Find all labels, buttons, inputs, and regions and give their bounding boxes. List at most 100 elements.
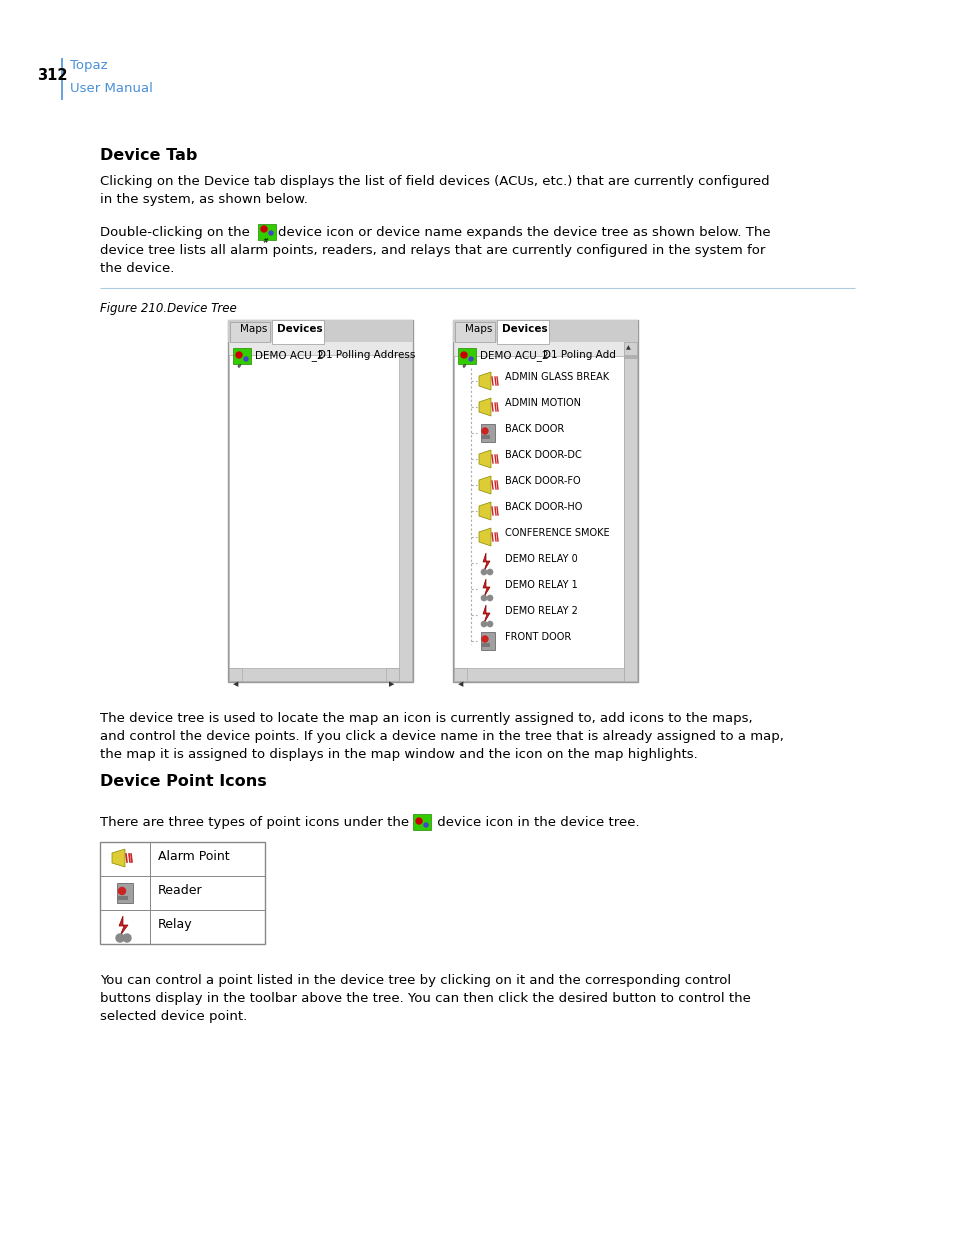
Text: ADMIN MOTION: ADMIN MOTION [504,398,580,408]
Polygon shape [482,553,490,571]
Circle shape [486,595,493,601]
Text: device icon or device name expands the device tree as shown below. The: device icon or device name expands the d… [277,226,770,240]
Text: DEMO RELAY 0: DEMO RELAY 0 [504,555,578,564]
Bar [272,320,324,345]
Text: the device.: the device. [100,262,174,275]
Text: D1 Poling Add: D1 Poling Add [542,350,616,359]
Text: Figure 210.Device Tree: Figure 210.Device Tree [100,303,236,315]
Text: Topaz: Topaz [70,59,108,73]
Circle shape [118,888,126,894]
Circle shape [123,934,131,942]
Polygon shape [478,372,491,390]
Text: There are three types of point icons under the: There are three types of point icons und… [100,816,413,829]
Text: BACK DOOR-HO: BACK DOOR-HO [504,501,581,513]
Bar [398,354,412,680]
Bar [117,883,132,903]
Circle shape [261,226,267,232]
Text: Devices: Devices [276,324,322,333]
Text: User Manual: User Manual [70,82,152,95]
Bar [457,348,476,364]
Text: Reader: Reader [158,884,202,897]
Bar [454,356,623,680]
Polygon shape [478,475,491,494]
Bar [480,632,495,650]
Bar [100,842,265,944]
Circle shape [423,823,428,827]
Circle shape [269,231,273,235]
Text: ◀: ◀ [233,680,238,687]
Circle shape [481,636,488,642]
Text: Relay: Relay [158,918,193,931]
Polygon shape [482,579,490,597]
Text: ◀: ◀ [457,680,463,687]
Text: BACK DOOR-DC: BACK DOOR-DC [504,450,581,459]
Bar [623,342,637,354]
Circle shape [481,429,488,433]
Text: #: # [262,238,268,245]
Bar [233,348,251,364]
Bar [481,643,490,647]
Circle shape [486,569,493,576]
Circle shape [244,357,248,361]
Polygon shape [478,450,491,468]
Bar [453,320,638,682]
Circle shape [460,352,467,358]
Text: device tree lists all alarm points, readers, and relays that are currently confi: device tree lists all alarm points, read… [100,245,764,257]
Text: DEMO RELAY 2: DEMO RELAY 2 [504,606,578,616]
Polygon shape [478,529,491,546]
Text: BACK DOOR-FO: BACK DOOR-FO [504,475,580,487]
Bar [497,320,548,345]
Bar [454,668,623,680]
Text: Maps: Maps [464,324,492,333]
Text: the map it is assigned to displays in the map window and the icon on the map hig: the map it is assigned to displays in th… [100,748,697,761]
Text: You can control a point listed in the device tree by clicking on it and the corr: You can control a point listed in the de… [100,974,730,987]
Text: D1 Polling Address: D1 Polling Address [317,350,415,359]
Text: ADMIN GLASS BREAK: ADMIN GLASS BREAK [504,372,608,382]
Polygon shape [478,501,491,520]
Text: ▶: ▶ [389,680,394,687]
Bar [480,424,495,442]
Text: ▲: ▲ [625,345,630,350]
Circle shape [486,621,493,627]
Text: #: # [461,364,466,369]
Text: DEMO ACU_2: DEMO ACU_2 [479,350,548,361]
Text: buttons display in the toolbar above the tree. You can then click the desired bu: buttons display in the toolbar above the… [100,992,750,1005]
Polygon shape [482,605,490,622]
Text: and control the device points. If you click a device name in the tree that is al: and control the device points. If you cl… [100,730,783,743]
Bar [455,322,495,342]
Bar [230,322,270,342]
Bar [454,668,467,680]
Text: Clicking on the Device tab displays the list of field devices (ACUs, etc.) that : Clicking on the Device tab displays the … [100,175,769,188]
Bar [623,342,637,358]
Bar [623,356,637,680]
Circle shape [235,352,242,358]
Text: #: # [236,364,241,369]
Circle shape [116,934,124,942]
Text: Alarm Point: Alarm Point [158,850,230,863]
Bar [257,224,275,240]
Text: Devices: Devices [501,324,547,333]
Circle shape [480,621,486,627]
Text: CONFERENCE SMOKE: CONFERENCE SMOKE [504,529,609,538]
Bar [229,354,399,680]
Text: The device tree is used to locate the map an icon is currently assigned to, add : The device tree is used to locate the ma… [100,713,752,725]
Circle shape [416,818,421,824]
Text: FRONT DOOR: FRONT DOOR [504,632,571,642]
Bar [481,435,490,438]
Text: BACK DOOR: BACK DOOR [504,424,563,433]
Bar [413,814,431,830]
Circle shape [480,569,486,576]
Bar [229,668,242,680]
Text: device icon in the device tree.: device icon in the device tree. [433,816,639,829]
Text: DEMO ACU_2: DEMO ACU_2 [254,350,323,361]
Bar [453,320,638,342]
Bar [228,320,413,682]
Bar [118,897,128,900]
Bar [228,320,413,342]
Text: selected device point.: selected device point. [100,1010,247,1023]
Bar [229,668,398,680]
Text: in the system, as shown below.: in the system, as shown below. [100,193,308,206]
Text: DEMO RELAY 1: DEMO RELAY 1 [504,580,578,590]
Circle shape [469,357,473,361]
Text: Device Point Icons: Device Point Icons [100,774,267,789]
